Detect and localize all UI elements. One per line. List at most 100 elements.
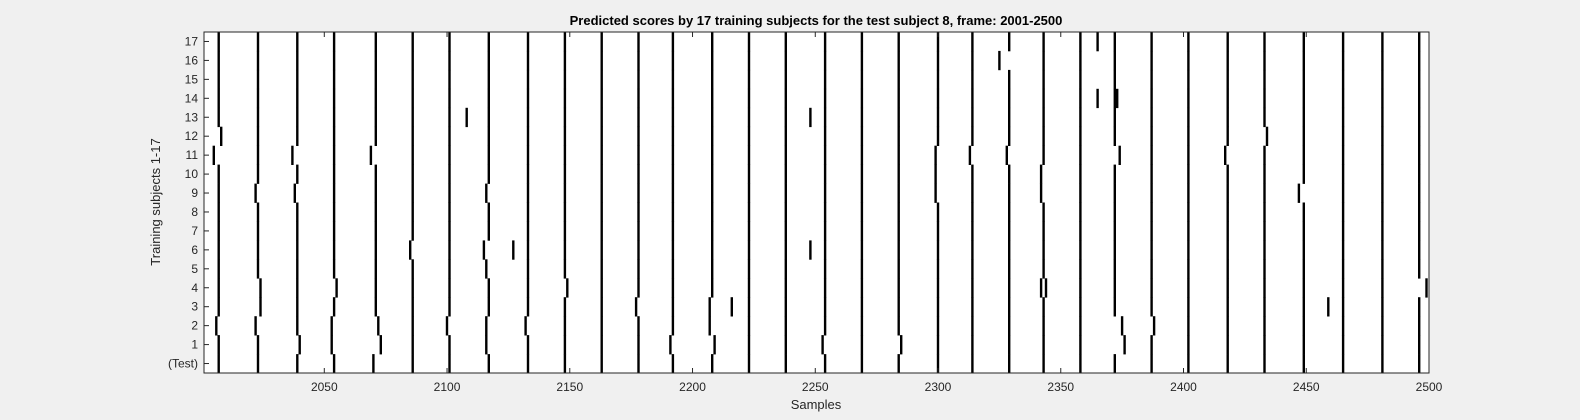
score-mark-row-15-21 xyxy=(1008,69,1011,90)
score-mark-row-11-25 xyxy=(1150,145,1153,165)
score-mark-row-6-16 xyxy=(823,240,827,260)
score-mark-row-12-15 xyxy=(784,126,787,146)
score-mark-row-16-5 xyxy=(411,50,414,71)
score-mark-row-15-29 xyxy=(1302,69,1305,90)
score-mark-row-12-0 xyxy=(220,126,223,146)
score-mark-row-17-13 xyxy=(711,32,714,52)
score-mark-row-1-31 xyxy=(1381,335,1384,355)
score-mark-row-12-20 xyxy=(971,126,974,146)
score-mark-row-7-5 xyxy=(411,221,414,241)
score-mark-row-17-4 xyxy=(374,32,377,52)
score-mark-extra-9 xyxy=(1044,278,1048,298)
score-mark-row-13-5 xyxy=(411,107,414,128)
score-mark-row-3-14 xyxy=(747,297,751,317)
score-mark-row-3-3 xyxy=(332,297,336,317)
y-tick-label-7: 7 xyxy=(191,224,198,238)
score-mark-row-2-13 xyxy=(708,316,711,336)
score-mark-extra-8 xyxy=(1096,32,1099,52)
score-mark-row-2-26 xyxy=(1187,316,1190,336)
score-mark-row-11-18 xyxy=(897,145,900,165)
score-mark-row-14-0 xyxy=(217,88,220,109)
score-mark-row-14-30 xyxy=(1341,88,1345,109)
score-mark-row-17-15 xyxy=(784,32,787,52)
score-mark-row-14-9 xyxy=(563,88,567,109)
score-mark-row-7-8 xyxy=(526,221,530,241)
score-mark-row-11-11 xyxy=(637,145,640,165)
score-mark-row-6-24 xyxy=(1113,240,1116,260)
score-mark-row-10-13 xyxy=(711,164,714,184)
score-mark-row-16-27 xyxy=(1226,50,1229,71)
score-mark-row-2-20 xyxy=(971,316,974,336)
score-mark-row-12-3 xyxy=(332,126,336,146)
score-mark-row-12-19 xyxy=(936,126,940,146)
score-mark-row-0-30 xyxy=(1341,354,1345,374)
score-mark-row-0-3 xyxy=(332,354,336,374)
score-mark-row-5-30 xyxy=(1341,259,1345,279)
score-mark-row-17-25 xyxy=(1150,32,1153,52)
score-mark-row-0-31 xyxy=(1381,354,1384,374)
score-mark-row-1-22 xyxy=(1042,335,1045,355)
score-mark-row-14-3 xyxy=(332,88,336,109)
score-mark-row-1-0 xyxy=(217,335,220,355)
score-mark-row-6-27 xyxy=(1226,240,1229,260)
score-mark-row-14-26 xyxy=(1187,88,1190,109)
score-mark-row-9-6 xyxy=(448,183,451,203)
score-mark-row-2-31 xyxy=(1381,316,1384,336)
x-tick-label-2450: 2450 xyxy=(1293,380,1320,394)
score-mark-row-3-29 xyxy=(1302,297,1305,317)
score-mark-row-12-32 xyxy=(1418,126,1421,146)
score-mark-row-8-30 xyxy=(1341,202,1345,222)
score-mark-row-14-22 xyxy=(1042,88,1045,109)
score-mark-row-14-8 xyxy=(526,88,530,109)
plot-area xyxy=(204,32,1429,373)
score-mark-row-4-26 xyxy=(1187,278,1190,298)
score-mark-row-4-9 xyxy=(566,278,569,298)
score-mark-row-8-7 xyxy=(487,202,490,222)
score-mark-row-10-19 xyxy=(934,164,937,184)
score-mark-row-8-26 xyxy=(1187,202,1190,222)
score-mark-row-6-11 xyxy=(637,240,640,260)
score-mark-row-9-28 xyxy=(1263,183,1266,203)
score-mark-row-3-24 xyxy=(1113,297,1116,317)
score-mark-row-2-23 xyxy=(1079,316,1082,336)
score-mark-row-9-10 xyxy=(600,183,603,203)
score-mark-row-7-20 xyxy=(971,221,974,241)
score-mark-row-11-23 xyxy=(1079,145,1082,165)
score-mark-row-8-20 xyxy=(971,202,974,222)
score-mark-row-17-5 xyxy=(411,32,414,52)
score-mark-row-9-3 xyxy=(332,183,336,203)
score-mark-row-3-27 xyxy=(1226,297,1229,317)
score-mark-row-14-18 xyxy=(897,88,900,109)
score-mark-row-4-20 xyxy=(971,278,974,298)
score-mark-row-4-12 xyxy=(671,278,675,298)
score-mark-row-14-2 xyxy=(296,88,299,109)
score-mark-row-15-5 xyxy=(411,69,414,90)
score-mark-row-12-4 xyxy=(374,126,377,146)
score-mark-row-11-29 xyxy=(1302,145,1305,165)
score-mark-row-15-17 xyxy=(860,69,864,90)
score-mark-row-15-23 xyxy=(1079,69,1082,90)
score-mark-row-16-6 xyxy=(448,50,451,71)
score-mark-row-1-30 xyxy=(1341,335,1345,355)
score-mark-row-10-29 xyxy=(1302,164,1305,184)
score-mark-row-13-7 xyxy=(487,107,490,128)
score-mark-row-14-13 xyxy=(711,88,714,109)
score-mark-row-15-31 xyxy=(1381,69,1384,90)
score-mark-row-10-27 xyxy=(1226,164,1229,184)
score-mark-row-15-1 xyxy=(256,69,260,90)
score-mark-row-11-16 xyxy=(823,145,827,165)
score-mark-row-9-27 xyxy=(1226,183,1229,203)
score-mark-row-14-31 xyxy=(1381,88,1384,109)
score-mark-row-5-14 xyxy=(747,259,751,279)
score-mark-row-12-25 xyxy=(1150,126,1153,146)
score-mark-row-10-25 xyxy=(1150,164,1153,184)
score-mark-extra-5 xyxy=(809,240,812,260)
score-mark-row-7-6 xyxy=(448,221,451,241)
score-mark-row-6-20 xyxy=(971,240,974,260)
score-mark-row-17-26 xyxy=(1187,32,1190,52)
score-mark-row-1-14 xyxy=(747,335,751,355)
score-mark-row-16-3 xyxy=(332,50,336,71)
score-mark-row-10-1 xyxy=(256,164,260,184)
score-mark-row-7-26 xyxy=(1187,221,1190,241)
score-mark-row-17-19 xyxy=(936,32,940,52)
